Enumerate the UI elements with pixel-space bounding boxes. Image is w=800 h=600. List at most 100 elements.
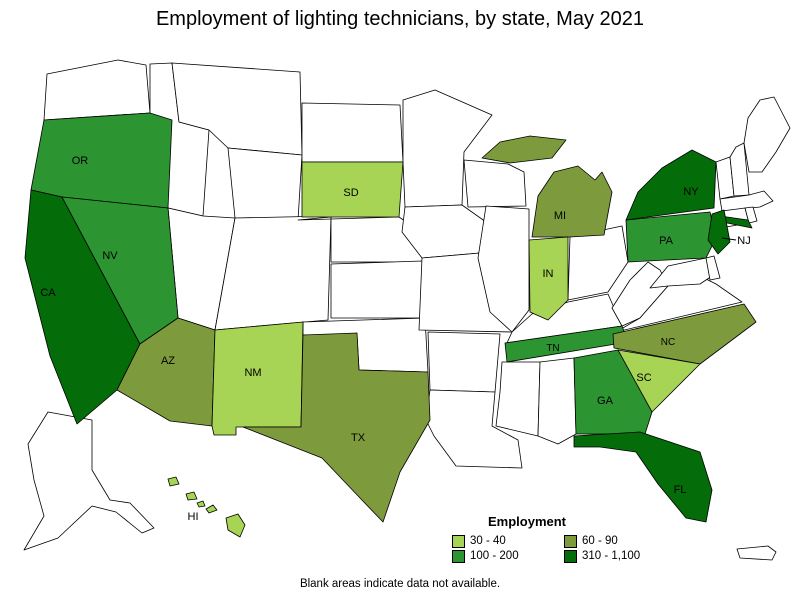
legend-swatch-bin2-icon <box>564 535 577 548</box>
legend-item-bin1: 30 - 40 <box>452 535 564 548</box>
state-label-TX: TX <box>351 432 366 444</box>
state-shape-AK <box>23 411 155 551</box>
state-LA <box>425 389 523 469</box>
state-NJ: NJ <box>707 209 751 255</box>
callout-line-NJ <box>721 237 737 241</box>
state-shape-WA <box>43 59 151 121</box>
state-shape-LA <box>425 389 523 469</box>
state-label-NV: NV <box>102 250 118 262</box>
state-AL <box>537 357 577 445</box>
state-KS <box>330 260 426 319</box>
state-shape-HI <box>167 476 180 487</box>
state-OH <box>567 225 629 301</box>
state-shape-IN <box>528 236 569 321</box>
state-shape-GA <box>573 349 653 435</box>
state-shape-ME <box>743 96 791 173</box>
legend-bin1-label: 30 - 40 <box>470 535 506 547</box>
state-ME <box>743 96 791 173</box>
state-shape-WY <box>227 147 303 221</box>
legend: Employment 30 - 40 60 - 90 100 - 200 310… <box>452 514 682 563</box>
legend-swatch-bin3-icon <box>452 550 465 563</box>
state-shape-TX <box>242 332 431 523</box>
state-WA <box>43 59 151 121</box>
legend-item-bin2: 60 - 90 <box>564 535 682 548</box>
state-shape-HI <box>205 504 218 514</box>
state-label-GA: GA <box>597 395 614 407</box>
state-NC: NC <box>612 303 757 365</box>
state-shape-MS <box>495 361 541 437</box>
legend-bin3-label: 100 - 200 <box>470 550 519 562</box>
state-NV: NV <box>61 196 179 345</box>
state-label-MI: MI <box>554 210 566 222</box>
legend-item-bin3: 100 - 200 <box>452 550 564 563</box>
state-TX: TX <box>242 332 431 523</box>
state-PA: PA <box>625 211 717 263</box>
legend-grid: 30 - 40 60 - 90 100 - 200 310 - 1,100 <box>452 535 682 563</box>
state-WY <box>227 147 303 221</box>
state-label-FL: FL <box>674 484 687 496</box>
state-label-HI: HI <box>188 511 199 523</box>
footnote: Blank areas indicate data not available. <box>299 578 501 590</box>
state-label-TN: TN <box>546 343 559 354</box>
state-label-NM: NM <box>244 367 261 379</box>
legend-item-bin4: 310 - 1,100 <box>564 550 682 563</box>
state-shape-KS <box>330 260 426 319</box>
state-shape-HI <box>196 500 206 508</box>
legend-swatch-bin1-icon <box>452 535 465 548</box>
state-shape-HI <box>185 491 198 501</box>
state-shape-PA <box>625 211 717 263</box>
state-ND <box>301 102 404 163</box>
state-shape-PR <box>736 545 777 561</box>
state-shape-NH <box>729 142 750 197</box>
state-shape-OH <box>567 225 629 301</box>
state-HI: HI <box>167 476 246 538</box>
legend-swatch-bin4-icon <box>564 550 577 563</box>
state-label-IN: IN <box>543 268 554 280</box>
state-shape-NY <box>625 149 717 221</box>
state-shape-MI <box>531 165 613 238</box>
state-SD: SD <box>301 161 404 218</box>
state-shape-NC <box>612 303 757 365</box>
state-NH <box>729 142 750 197</box>
state-RI <box>744 206 758 224</box>
state-shape-RI <box>744 206 758 224</box>
state-shape-HI <box>225 513 246 538</box>
state-AR <box>427 331 501 393</box>
state-label-SD: SD <box>343 187 358 199</box>
state-CO <box>214 215 332 331</box>
state-shape-WI <box>463 159 527 208</box>
state-shape-CO <box>214 215 332 331</box>
state-shape-NJ <box>707 209 731 255</box>
legend-title: Employment <box>488 514 567 529</box>
state-WI <box>463 159 527 208</box>
state-MN <box>402 89 493 208</box>
state-shape-SD <box>301 161 404 218</box>
state-MI: MI <box>481 135 613 238</box>
legend-bin2-label: 60 - 90 <box>582 535 618 547</box>
state-shape-MI <box>481 135 567 164</box>
state-FL: FL <box>573 431 713 523</box>
state-label-PA: PA <box>659 235 674 247</box>
state-DE <box>705 255 721 281</box>
state-MS <box>495 361 541 437</box>
state-shape-AR <box>427 331 501 393</box>
state-IN: IN <box>528 236 569 321</box>
state-label-OR: OR <box>72 155 89 167</box>
state-label-NY: NY <box>683 186 699 198</box>
state-shape-AL <box>537 357 577 445</box>
state-shape-DE <box>705 255 721 281</box>
state-NM: NM <box>211 321 304 436</box>
state-AZ: AZ <box>116 317 216 427</box>
state-AK <box>23 411 155 551</box>
state-label-CA: CA <box>40 287 56 299</box>
map-title: Employment of lighting technicians, by s… <box>155 8 645 30</box>
state-label-NC: NC <box>661 337 675 348</box>
state-shape-ND <box>301 102 404 163</box>
state-shape-FL <box>573 431 713 523</box>
state-PR <box>736 545 777 561</box>
state-shape-MN <box>402 89 493 208</box>
state-OR: OR <box>30 112 173 209</box>
state-shape-OR <box>30 112 173 209</box>
state-GA: GA <box>573 349 653 435</box>
